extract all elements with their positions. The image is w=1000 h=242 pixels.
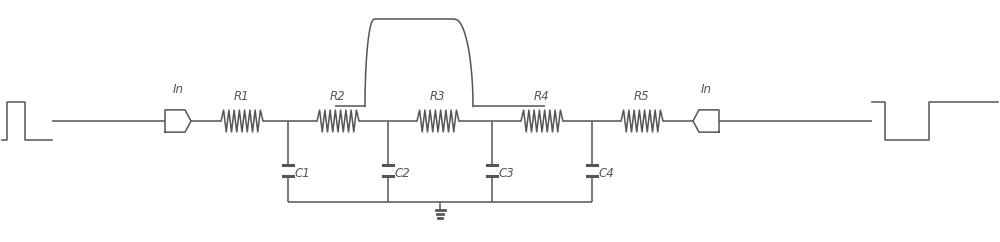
Text: C3: C3 [499, 166, 514, 180]
Text: C4: C4 [598, 166, 614, 180]
Text: In: In [700, 83, 712, 96]
Text: R5: R5 [634, 90, 650, 103]
Text: R2: R2 [330, 90, 346, 103]
Text: R1: R1 [234, 90, 250, 103]
Text: In: In [173, 83, 184, 96]
Text: R4: R4 [534, 90, 550, 103]
Text: R3: R3 [430, 90, 446, 103]
Text: C1: C1 [294, 166, 310, 180]
Text: C2: C2 [394, 166, 410, 180]
